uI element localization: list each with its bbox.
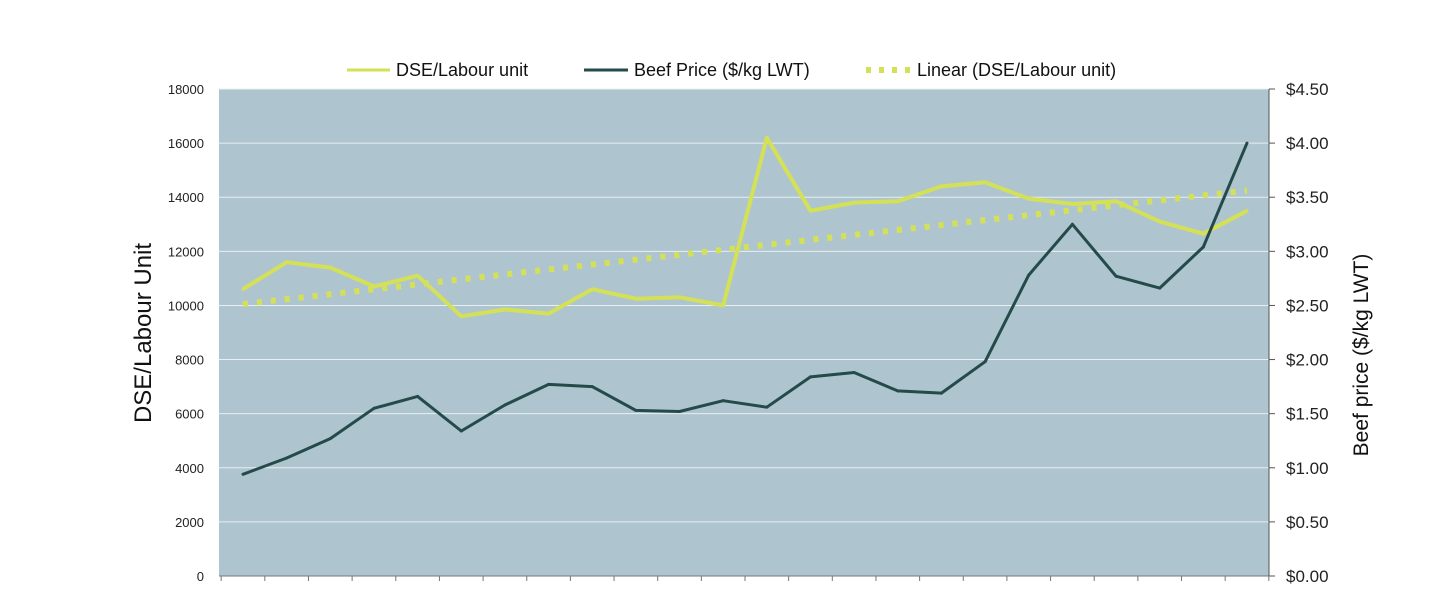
- data-point: [678, 295, 682, 299]
- y2-tick-label: $2.50: [1286, 296, 1329, 315]
- plot-area: [219, 89, 1269, 576]
- data-point: [503, 403, 507, 407]
- series-2: [242, 187, 1248, 308]
- data-point: [503, 308, 507, 312]
- data-point: [896, 199, 900, 203]
- series-1: [241, 141, 1249, 476]
- data-point: [852, 201, 856, 205]
- data-point: [1114, 199, 1118, 203]
- y-tick-label: 12000: [168, 244, 204, 259]
- gridlines: [219, 88, 1269, 523]
- data-point: [547, 382, 551, 386]
- data-point: [1245, 141, 1249, 145]
- y2-tick-label: $4.50: [1286, 80, 1329, 99]
- data-point: [1027, 273, 1031, 277]
- x-axis-ticks: [220, 576, 1270, 581]
- data-point: [939, 391, 943, 395]
- series-0: [241, 135, 1249, 319]
- y-axis-ticks: 0 2000 4000 6000 8000 10000 12000 14000 16000 180…: [168, 82, 204, 584]
- y2-tick-label: $2.00: [1286, 351, 1329, 370]
- series-line: [241, 135, 1248, 319]
- y-tick-label: 2000: [175, 515, 204, 530]
- y2-tick-label: $3.50: [1286, 188, 1329, 207]
- data-point: [459, 429, 463, 433]
- data-point: [634, 297, 638, 301]
- data-point: [590, 287, 594, 291]
- data-point: [721, 303, 725, 307]
- data-point: [896, 389, 900, 393]
- y2-tick-label: $0.50: [1286, 513, 1329, 532]
- y2-axis-title: Beef price ($/kg LWT): [1350, 254, 1373, 457]
- data-point: [1158, 220, 1162, 224]
- y-tick-label: 8000: [175, 353, 204, 368]
- data-point: [634, 408, 638, 412]
- legend-item-linear: Linear (DSE/Labour unit): [866, 60, 1116, 80]
- data-point: [983, 180, 987, 184]
- data-point: [808, 375, 812, 379]
- data-point: [808, 209, 812, 213]
- data-point: [285, 456, 289, 460]
- data-point: [765, 136, 769, 140]
- series-layer: [241, 135, 1249, 476]
- data-point: [1201, 245, 1205, 249]
- y-tick-label: 0: [197, 569, 204, 584]
- data-point: [1158, 286, 1162, 290]
- data-point: [983, 360, 987, 364]
- legend-label-linear: Linear (DSE/Labour unit): [917, 60, 1116, 80]
- data-point: [1114, 274, 1118, 278]
- data-point: [765, 405, 769, 409]
- y2-tick-label: $1.00: [1286, 459, 1329, 478]
- trendline: [242, 187, 1248, 308]
- data-point: [416, 274, 420, 278]
- y2-tick-label: $1.50: [1286, 405, 1329, 424]
- data-point: [328, 266, 332, 270]
- data-point: [372, 285, 376, 289]
- data-point: [547, 312, 551, 316]
- data-point: [1070, 202, 1074, 206]
- data-point: [852, 371, 856, 375]
- data-point: [416, 394, 420, 398]
- y-tick-label: 16000: [168, 136, 204, 151]
- data-point: [590, 385, 594, 389]
- data-point: [459, 314, 463, 318]
- data-point: [328, 437, 332, 441]
- y-tick-label: 6000: [175, 407, 204, 422]
- y-tick-label: 14000: [168, 190, 204, 205]
- y-tick-label: 10000: [168, 298, 204, 313]
- data-point: [372, 406, 376, 410]
- data-point: [241, 472, 245, 476]
- legend-label-dse: DSE/Labour unit: [396, 60, 528, 80]
- data-point: [1245, 209, 1249, 213]
- data-point: [241, 287, 245, 291]
- data-point: [721, 399, 725, 403]
- data-point: [939, 184, 943, 188]
- legend-label-beef-price: Beef Price ($/kg LWT): [634, 60, 810, 80]
- y2-tick-label: $0.00: [1286, 567, 1329, 586]
- data-point: [1070, 222, 1074, 226]
- y2-tick-label: $3.00: [1286, 242, 1329, 261]
- y2-axis-ticks: $0.00 $0.50 $1.00 $1.50 $2.00 $2.50 $3.00 $3.50…: [1269, 80, 1329, 586]
- y2-tick-label: $4.00: [1286, 134, 1329, 153]
- y-tick-label: 18000: [168, 82, 204, 97]
- legend-item-dse: DSE/Labour unit: [347, 60, 528, 80]
- data-point: [285, 260, 289, 264]
- y-tick-label: 4000: [175, 461, 204, 476]
- data-point: [1201, 232, 1205, 236]
- y-axis-title: DSE/Labour Unit: [130, 243, 157, 423]
- data-point: [1027, 197, 1031, 201]
- legend-item-beef-price: Beef Price ($/kg LWT): [584, 60, 810, 80]
- legend: DSE/Labour unit Beef Price ($/kg LWT) Li…: [347, 60, 1116, 80]
- data-point: [678, 410, 682, 414]
- series-line: [242, 142, 1249, 476]
